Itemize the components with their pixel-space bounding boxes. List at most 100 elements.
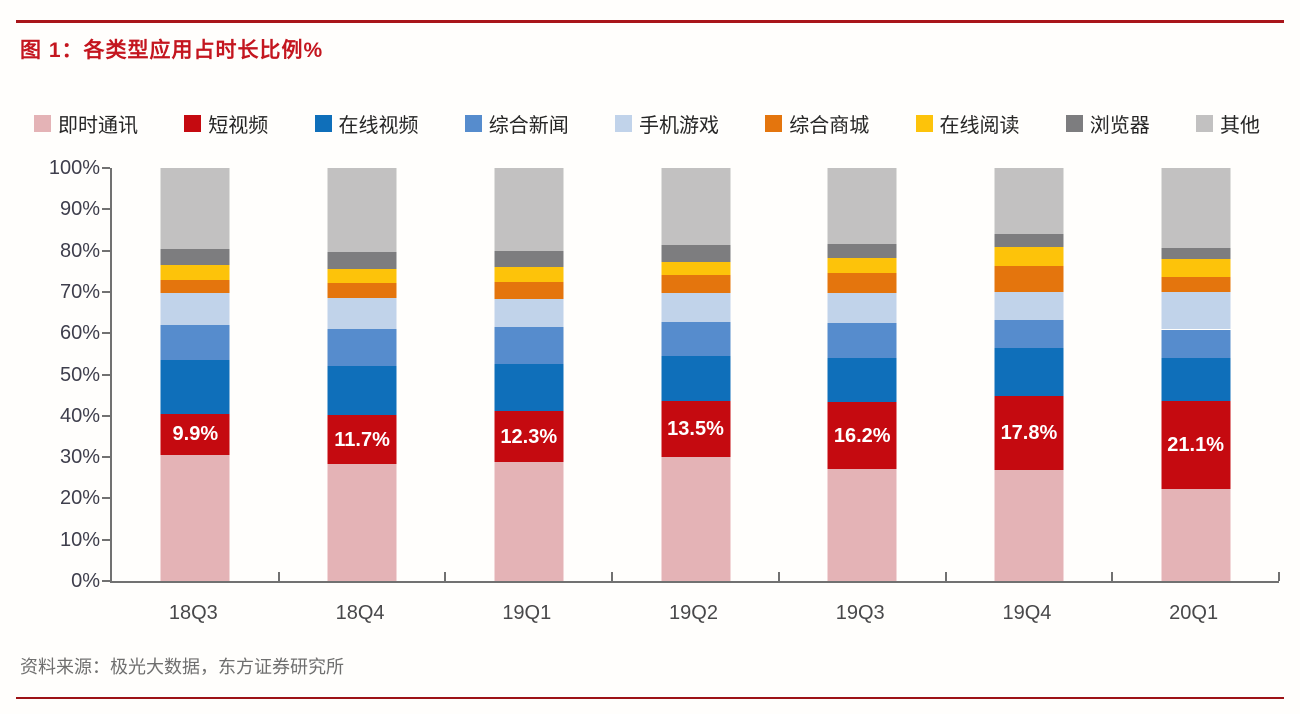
legend-swatch-icon [184,114,202,132]
bar-segment-在线视频 [661,355,730,402]
bar-segment-即时通讯 [160,454,230,581]
x-tick-mark [611,572,614,581]
bar-segment-综合商城 [327,283,397,299]
legend-item-即时通讯: 即时通讯 [34,109,138,138]
bar-segment-其他 [327,168,397,253]
x-tick-mark [1111,572,1114,581]
legend-item-短视频: 短视频 [184,109,268,138]
bar-segment-其他 [494,168,564,252]
bar-segment-在线视频 [1161,358,1231,402]
y-tick-label: 20% [59,487,100,510]
x-tick-label: 18Q4 [335,602,385,624]
legend-item-综合商城: 综合商城 [765,109,869,138]
bar-segment-即时通讯 [327,463,397,581]
y-tick-mark [102,580,110,582]
data-label: 21.1% [1167,433,1224,456]
bar-segment-手机游戏 [661,293,730,323]
legend-swatch-icon [34,114,51,132]
legend-label: 手机游戏 [639,114,719,137]
bar-segment-即时通讯 [994,469,1064,581]
legend-item-在线阅读: 在线阅读 [915,109,1020,138]
y-tick-label: 50% [59,363,100,386]
x-tick-mark [944,572,947,581]
legend-swatch-icon [1196,114,1213,132]
bar-segment-短视频: 17.8% [994,396,1064,470]
plot-area: 9.9% 11.7% 12.3% 13.5% 16.2% 17.8% 21.1% [102,167,1280,583]
legend-item-综合新闻: 综合新闻 [464,109,569,138]
bar-segment-短视频: 16.2% [827,402,897,470]
bar-segment-浏览器 [827,243,897,259]
bar-segment-即时通讯 [494,462,564,581]
bar-segment-浏览器 [494,251,564,267]
bar-segment-综合新闻 [1161,329,1231,358]
y-tick-mark [102,497,110,500]
bar-segment-短视频: 11.7% [327,415,397,464]
y-tick-label: 70% [59,280,100,303]
source-note: 资料来源：极光大数据，东方证券研究所 [20,657,344,677]
legend-item-在线视频: 在线视频 [314,109,419,138]
x-tick-mark [277,572,280,581]
bar-segment-浏览器 [994,234,1064,248]
y-tick-label: 60% [59,322,100,345]
x-tick-mark [1278,572,1280,581]
data-label: 11.7% [334,428,390,451]
y-tick-mark [102,167,110,169]
bar-segment-其他 [1161,168,1231,248]
bar-segment-在线视频 [160,360,230,414]
top-divider [16,20,1284,23]
legend-label: 在线视频 [338,114,419,137]
bar-segment-手机游戏 [327,298,397,330]
bar-segment-综合商城 [160,280,230,293]
bar-segment-手机游戏 [160,292,230,325]
legend-label: 其他 [1220,114,1260,137]
legend-item-浏览器: 浏览器 [1065,109,1150,138]
bar-segment-短视频: 13.5% [661,401,730,458]
legend-label: 综合新闻 [488,114,569,137]
bar-segment-综合新闻 [994,319,1064,349]
legend-swatch-icon [765,114,783,132]
bar-segment-即时通讯 [827,469,897,581]
x-tick-label: 19Q4 [1002,602,1052,624]
x-tick-mark [777,572,780,581]
bar-segment-综合商城 [1161,277,1231,292]
x-tick-label: 19Q2 [669,602,718,624]
bar-segment-浏览器 [160,248,230,266]
bar-segment-即时通讯 [661,457,730,581]
stacked-bar-18Q4: 11.7% [327,168,397,581]
x-tick-label: 19Q1 [502,602,552,624]
bar-segment-其他 [160,168,230,249]
bar-segment-在线视频 [327,365,397,416]
legend-swatch-icon [314,114,332,132]
bar-segment-浏览器 [327,252,397,269]
bar-segment-浏览器 [661,245,730,262]
bar-segment-综合新闻 [827,322,897,358]
y-tick-mark [102,208,110,211]
y-tick-label: 30% [59,446,100,469]
bar-segment-短视频: 9.9% [160,413,230,455]
bar-segment-手机游戏 [994,291,1064,320]
y-tick-label: 90% [59,198,100,221]
bar-segment-在线阅读 [661,261,730,276]
legend-item-其他: 其他 [1196,109,1260,138]
legend-label: 即时通讯 [58,114,138,137]
data-label: 16.2% [833,424,891,447]
bar-segment-在线阅读 [327,268,397,284]
stacked-bar-19Q4: 17.8% [994,168,1064,581]
legend-swatch-icon [464,114,482,132]
legend-label: 短视频 [208,114,269,137]
stacked-bar-19Q1: 12.3% [494,168,564,581]
bar-segment-综合商城 [494,281,564,299]
bar-segment-在线视频 [494,363,564,412]
y-tick-label: 40% [59,404,100,427]
bar-segment-其他 [994,168,1064,235]
y-tick-mark [102,373,110,376]
data-label: 13.5% [667,418,724,441]
legend-swatch-icon [615,114,632,132]
bar-segment-综合新闻 [494,327,564,364]
bar-segment-综合商城 [661,275,730,294]
data-label: 17.8% [1000,422,1058,445]
bar-segment-综合商城 [827,272,897,293]
bar-segment-在线阅读 [494,266,564,282]
y-tick-label: 100% [48,157,100,179]
